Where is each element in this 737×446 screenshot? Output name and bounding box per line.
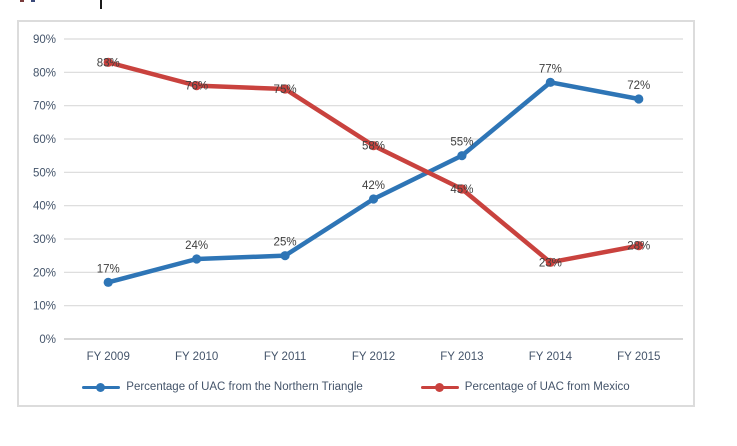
data-point-label: 45%	[450, 184, 473, 196]
data-point-marker	[634, 241, 644, 251]
cropped-text-artifact	[20, 0, 24, 2]
data-point-marker	[280, 251, 290, 261]
legend-label-northern-triangle: Percentage of UAC from the Northern Tria…	[126, 381, 363, 393]
y-tick-label: 80%	[33, 67, 56, 79]
data-point-marker	[545, 77, 555, 87]
x-tick-label: FY 2011	[264, 351, 306, 363]
legend-label-mexico: Percentage of UAC from Mexico	[464, 381, 630, 393]
y-tick-label: 30%	[33, 234, 56, 246]
legend-line-marker-icon	[82, 382, 121, 393]
y-tick-label: 70%	[33, 101, 56, 113]
data-point-label: 76%	[185, 81, 208, 93]
y-tick-label: 20%	[33, 267, 56, 279]
data-point-marker	[192, 81, 202, 91]
legend-line-marker-icon	[420, 382, 459, 393]
y-tick-label: 60%	[33, 134, 56, 146]
chart-figure: 0% 10% 20% 30% 40% 50% 60% 70% 80% 90% FY 2009 FY 2…	[17, 20, 695, 407]
x-tick-label: FY 2010	[175, 351, 218, 363]
line-chart-plot-area: 0% 10% 20% 30% 40% 50% 60% 70% 80% 90% FY 2009 FY 2…	[33, 34, 683, 363]
data-point-marker	[103, 57, 113, 67]
chart-legend: Percentage of UAC from the Northern Tria…	[19, 377, 693, 397]
data-point-marker	[545, 257, 555, 267]
x-tick-label: FY 2014	[529, 351, 573, 363]
y-tick-label: 90%	[33, 34, 56, 46]
data-point-marker	[457, 184, 467, 194]
data-point-marker	[280, 84, 290, 94]
data-point-label: 42%	[362, 180, 385, 192]
y-tick-label: 0%	[39, 334, 56, 346]
data-point-marker	[368, 141, 379, 151]
data-point-label: 75%	[274, 84, 297, 96]
data-point-label: 72%	[627, 80, 650, 92]
text-cursor-artifact	[100, 0, 102, 9]
data-point-marker	[192, 254, 202, 264]
cropped-text-artifact	[31, 0, 35, 2]
data-point-label: 83%	[97, 57, 120, 69]
data-point-marker	[457, 151, 467, 161]
data-point-label: 28%	[627, 241, 650, 253]
data-point-label: 58%	[362, 141, 385, 153]
data-point-marker	[634, 94, 644, 104]
data-point-label: 55%	[450, 137, 473, 149]
y-tick-label: 10%	[33, 301, 56, 313]
data-point-label: 17%	[97, 263, 120, 275]
legend-item-northern-triangle: Percentage of UAC from the Northern Tria…	[82, 381, 363, 393]
x-tick-label: FY 2012	[352, 351, 395, 363]
legend-item-mexico: Percentage of UAC from Mexico	[420, 381, 630, 393]
data-point-marker	[368, 194, 379, 204]
data-point-label: 25%	[274, 237, 297, 249]
data-point-label: 24%	[185, 240, 208, 252]
data-point-label: 77%	[539, 63, 562, 75]
x-tick-label: FY 2013	[440, 351, 483, 363]
x-tick-label: FY 2015	[617, 351, 660, 363]
y-tick-label: 40%	[33, 201, 56, 213]
y-tick-label: 50%	[33, 167, 56, 179]
data-point-marker	[103, 277, 113, 287]
x-tick-label: FY 2009	[87, 351, 130, 363]
data-point-label: 23%	[539, 257, 562, 269]
